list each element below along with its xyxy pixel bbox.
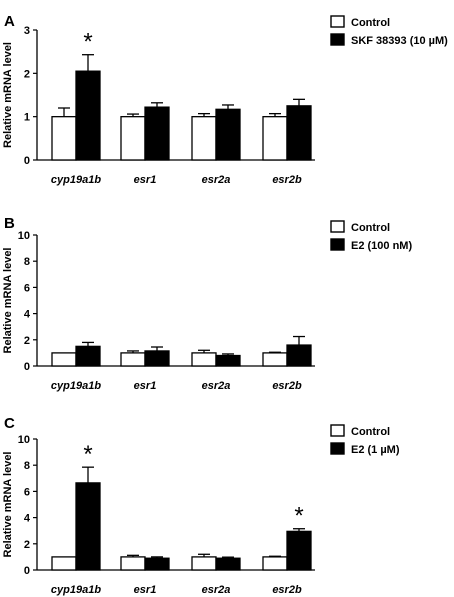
y-tick-label: 2 <box>24 335 30 347</box>
bar <box>144 557 170 571</box>
x-tick-label: cyp19a1b <box>51 380 101 392</box>
legend-swatch <box>330 220 345 233</box>
bar <box>262 116 288 161</box>
legend-label: Control <box>351 17 390 29</box>
y-tick-label: 10 <box>18 434 30 446</box>
x-tick-label: esr2a <box>202 174 231 186</box>
legend-swatch <box>330 15 345 28</box>
bar <box>144 106 170 161</box>
bar <box>262 556 288 571</box>
y-tick-label: 0 <box>24 361 30 373</box>
y-tick-label: 8 <box>24 460 30 472</box>
bar <box>51 556 77 571</box>
x-tick-label: cyp19a1b <box>51 174 101 186</box>
x-tick-label: esr2b <box>272 380 302 392</box>
bar <box>120 116 146 161</box>
bar <box>286 105 312 161</box>
bar <box>215 557 241 571</box>
bar <box>120 352 146 367</box>
panel-c: C 0 2 4 6 8 10 Relative mRNA level cyp19a1b esr1 e… <box>2 415 400 596</box>
x-tick-label: esr2b <box>272 584 302 596</box>
x-tick-label: cyp19a1b <box>51 584 101 596</box>
bar <box>144 350 170 367</box>
legend-label: SKF 38393 (10 µM) <box>351 35 448 47</box>
significance-asterisk: * <box>294 503 303 530</box>
panel-label: B <box>4 215 15 232</box>
bar <box>286 344 312 367</box>
panel-label: A <box>4 13 15 30</box>
significance-asterisk: * <box>83 441 92 468</box>
bar <box>51 116 77 161</box>
x-tick-label: esr1 <box>134 584 157 596</box>
y-tick-label: 0 <box>24 565 30 577</box>
y-tick-label: 2 <box>24 68 30 80</box>
legend-swatch <box>330 238 345 251</box>
legend-swatch <box>330 442 345 455</box>
panel-b: B 0 2 4 6 8 10 Relative mRNA level cyp19a1b esr1 e… <box>2 215 412 392</box>
bar <box>75 482 101 571</box>
y-axis-title: Relative mRNA level <box>2 452 14 558</box>
bar <box>215 354 241 367</box>
legend-label: Control <box>351 426 390 438</box>
bar <box>120 556 146 571</box>
x-tick-label: esr1 <box>134 380 157 392</box>
bar <box>191 556 217 571</box>
y-tick-label: 0 <box>24 155 30 167</box>
panel-label: C <box>4 415 15 432</box>
legend-swatch <box>330 33 345 46</box>
bar <box>191 352 217 367</box>
y-tick-label: 3 <box>24 25 30 37</box>
x-tick-label: esr2a <box>202 380 231 392</box>
legend: Control E2 (100 nM) <box>330 220 412 252</box>
y-tick-label: 6 <box>24 486 30 498</box>
bar <box>262 352 288 367</box>
panel-a: A 0 1 2 3 Relative mRNA level cyp19a1b esr1 esr2… <box>2 13 448 186</box>
significance-asterisk: * <box>83 29 92 56</box>
bar <box>75 70 101 161</box>
y-axis-title: Relative mRNA level <box>2 42 14 148</box>
bar <box>191 116 217 161</box>
y-tick-label: 4 <box>24 309 31 321</box>
legend-swatch <box>330 424 345 437</box>
y-tick-label: 2 <box>24 539 30 551</box>
bar <box>51 352 77 367</box>
y-tick-label: 4 <box>24 513 31 525</box>
y-tick-label: 10 <box>18 230 30 242</box>
bar <box>75 345 101 367</box>
legend-label: E2 (100 nM) <box>351 240 412 252</box>
y-axis-title: Relative mRNA level <box>2 248 14 354</box>
bar <box>286 530 312 571</box>
legend: Control E2 (1 µM) <box>330 424 400 456</box>
y-tick-label: 6 <box>24 282 30 294</box>
legend-label: E2 (1 µM) <box>351 444 400 456</box>
y-tick-label: 8 <box>24 256 30 268</box>
legend-label: Control <box>351 222 390 234</box>
y-tick-label: 1 <box>24 112 30 124</box>
x-tick-label: esr1 <box>134 174 157 186</box>
x-tick-label: esr2b <box>272 174 302 186</box>
legend: Control SKF 38393 (10 µM) <box>330 15 448 47</box>
bar <box>215 108 241 161</box>
x-tick-label: esr2a <box>202 584 231 596</box>
